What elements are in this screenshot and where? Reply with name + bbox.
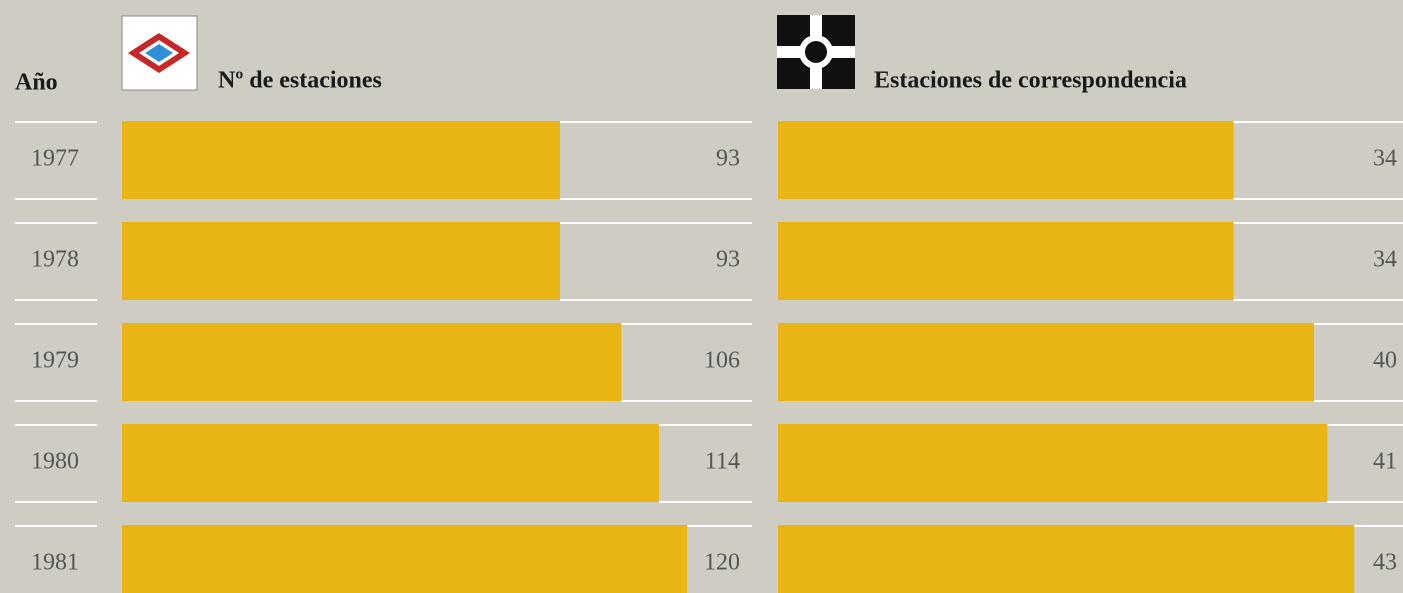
value-label: 43	[1373, 550, 1397, 576]
chart-title: Nº de estaciones	[218, 68, 382, 94]
metro-logo	[121, 15, 198, 91]
bar	[778, 121, 1234, 199]
bar	[778, 424, 1328, 502]
year-label: 1979	[31, 348, 79, 374]
value-label: 114	[705, 449, 740, 475]
chart-title: Estaciones de correspondencia	[874, 68, 1187, 94]
correspondence-icon	[777, 15, 855, 89]
value-label: 34	[1373, 247, 1397, 273]
value-label: 34	[1373, 146, 1397, 172]
year-label: 1978	[31, 247, 79, 273]
value-label: 93	[716, 146, 740, 172]
bar	[122, 323, 622, 401]
year-label: 1977	[31, 146, 79, 172]
bar	[778, 323, 1314, 401]
year-header: Año	[15, 70, 58, 96]
bar	[122, 525, 688, 593]
bar	[122, 424, 659, 502]
value-label: 106	[704, 348, 740, 374]
year-label: 1980	[31, 449, 79, 475]
bar	[778, 222, 1234, 300]
year-label: 1981	[31, 550, 79, 576]
value-label: 40	[1373, 348, 1397, 374]
value-label: 120	[704, 550, 740, 576]
value-label: 93	[716, 247, 740, 273]
bar	[122, 222, 561, 300]
bar	[122, 121, 561, 199]
bar	[778, 525, 1355, 593]
value-label: 41	[1373, 449, 1397, 475]
